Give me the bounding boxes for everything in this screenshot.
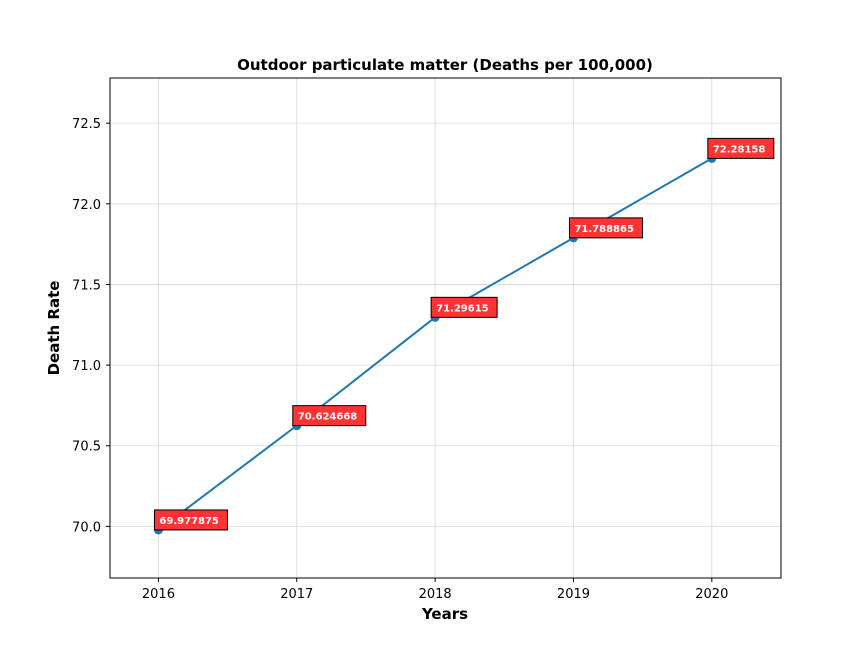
data-label-box <box>430 296 498 318</box>
chart-title: Outdoor particulate matter (Deaths per 1… <box>237 56 653 74</box>
data-label-box <box>153 509 228 531</box>
ticks: 2016 2017 2018 2019 2020 70.0 70.5 71.0 71.5 72.0… <box>72 117 728 602</box>
y-tick-label: 72.5 <box>72 117 101 132</box>
y-tick-label: 72.0 <box>72 198 101 213</box>
data-labels: 69.977875 70.624668 71.29615 71.788865 72.28… <box>153 137 775 531</box>
y-axis-label: Death Rate <box>45 281 63 376</box>
data-label-text: 71.29615 <box>436 303 489 314</box>
data-label-box <box>292 405 367 427</box>
data-label: 72.28158 <box>707 137 775 159</box>
data-label-text: 72.28158 <box>713 144 766 155</box>
data-label: 71.788865 <box>568 217 643 239</box>
x-tick-label: 2020 <box>695 587 728 602</box>
data-label-text: 71.788865 <box>574 224 634 235</box>
data-label: 69.977875 <box>153 509 228 531</box>
x-tick-label: 2019 <box>557 587 590 602</box>
data-label: 70.624668 <box>292 405 367 427</box>
y-tick-label: 70.0 <box>72 520 101 535</box>
y-tick-label: 71.0 <box>72 359 101 374</box>
x-axis-label: Years <box>421 605 468 623</box>
plot-frame <box>109 77 782 579</box>
data-label: 71.29615 <box>430 296 498 318</box>
y-tick-label: 71.5 <box>72 278 101 293</box>
data-label-box <box>568 217 643 239</box>
data-label-text: 70.624668 <box>298 412 358 423</box>
x-tick-label: 2016 <box>142 587 175 602</box>
x-tick-label: 2018 <box>419 587 452 602</box>
x-tick-label: 2017 <box>280 587 313 602</box>
data-label-text: 69.977875 <box>159 516 219 527</box>
data-label-box <box>707 137 775 159</box>
y-tick-label: 70.5 <box>72 440 101 455</box>
